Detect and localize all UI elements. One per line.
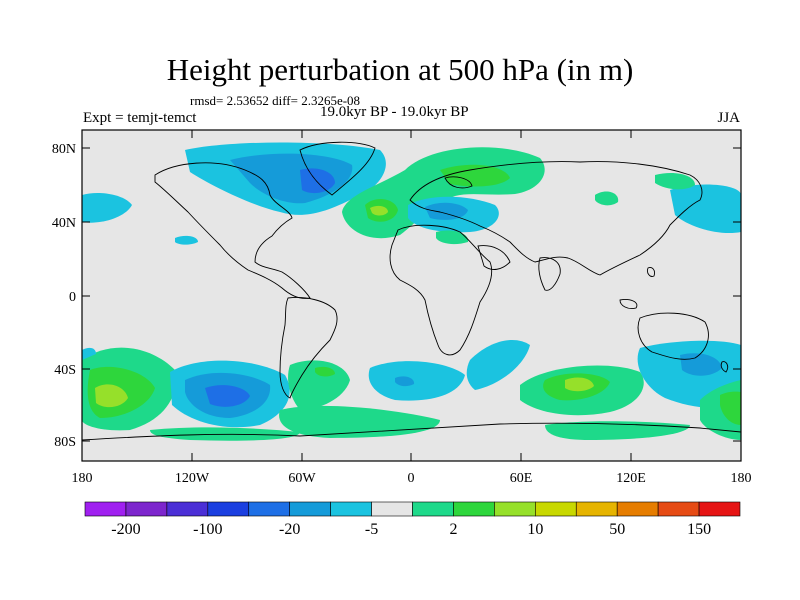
colorbar-swatch bbox=[330, 501, 372, 517]
colorbar-labels: -200 -100 -20 -5 2 10 50 150 bbox=[111, 521, 711, 538]
colorbar-swatch bbox=[125, 501, 168, 517]
colorbar-swatch bbox=[453, 501, 495, 517]
plot-title: Height perturbation at 500 hPa (in m) bbox=[166, 52, 634, 87]
colorbar-label: -200 bbox=[111, 521, 140, 538]
colorbar-label: 150 bbox=[687, 521, 711, 538]
colorbar-label: -100 bbox=[193, 521, 222, 538]
colorbar-swatch bbox=[166, 501, 209, 517]
lat-label: 80S bbox=[54, 435, 76, 450]
colorbar-swatch bbox=[289, 501, 331, 517]
lat-label: 40N bbox=[52, 216, 76, 231]
colorbar-swatch bbox=[412, 501, 454, 517]
lat-label: 80N bbox=[52, 142, 76, 157]
lon-label: 60W bbox=[288, 471, 316, 486]
coastlines bbox=[82, 141, 741, 441]
colorbar-label: -20 bbox=[279, 521, 300, 538]
colorbar-swatch bbox=[575, 501, 618, 517]
colorbar-swatch bbox=[371, 501, 413, 517]
season-label: JJA bbox=[717, 110, 740, 126]
lon-label: 0 bbox=[408, 471, 415, 486]
colorbar-label: 2 bbox=[449, 521, 457, 538]
colorbar-swatch bbox=[207, 501, 250, 517]
colorbar bbox=[84, 501, 741, 517]
lon-label: 180 bbox=[72, 471, 93, 486]
colorbar-swatch bbox=[494, 501, 536, 517]
lon-label: 120E bbox=[616, 471, 646, 486]
colorbar-label: 10 bbox=[527, 521, 543, 538]
lon-label: 180 bbox=[731, 471, 752, 486]
colorbar-swatch bbox=[248, 501, 290, 517]
lon-label: 120W bbox=[175, 471, 210, 486]
colorbar-label: -5 bbox=[365, 521, 378, 538]
latitude-axis: 80N 40N 0 40S 80S bbox=[52, 142, 741, 450]
colorbar-swatch bbox=[84, 501, 127, 517]
lon-label: 60E bbox=[510, 471, 533, 486]
colorbar-swatch bbox=[698, 501, 741, 517]
lat-label: 40S bbox=[54, 363, 76, 378]
colorbar-swatch bbox=[657, 501, 700, 517]
colorbar-swatch bbox=[535, 501, 577, 517]
contour-fills bbox=[82, 142, 741, 441]
colorbar-label: 50 bbox=[609, 521, 625, 538]
colorbar-swatch bbox=[616, 501, 659, 517]
experiment-label: Expt = temjt-temct bbox=[83, 110, 197, 126]
longitude-axis: 180 120W 60W 0 60E 120E 180 bbox=[72, 130, 752, 486]
period-label: 19.0kyr BP - 19.0kyr BP bbox=[320, 104, 469, 120]
rmsd-diff-stats: rmsd= 2.53652 diff= 2.3265e-08 bbox=[190, 93, 361, 108]
lat-label: 0 bbox=[69, 290, 76, 305]
